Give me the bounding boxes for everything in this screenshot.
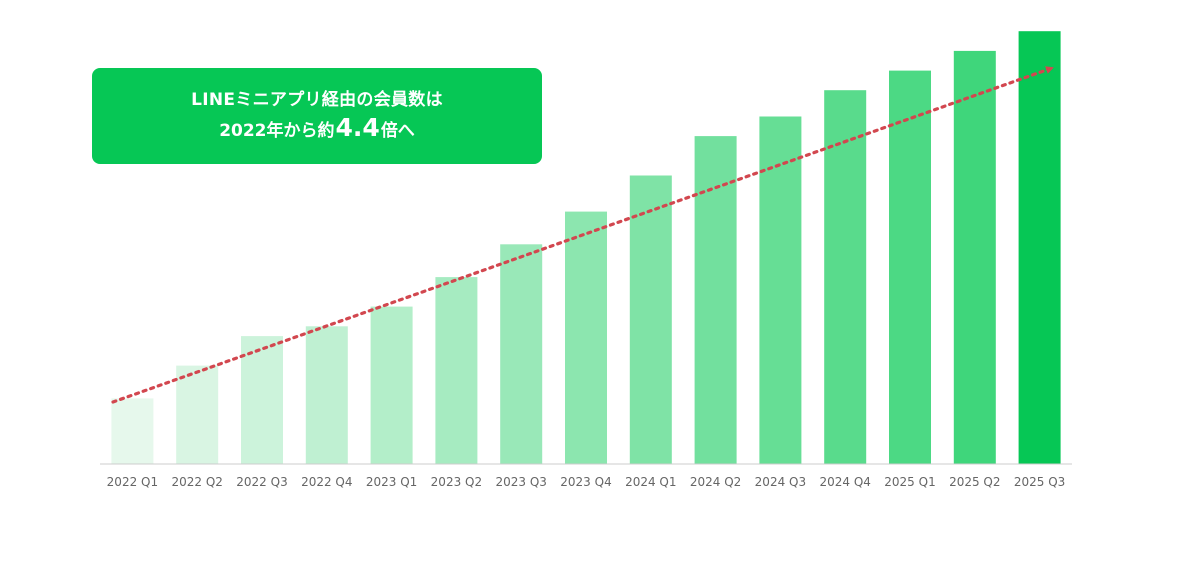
x-tick-label: 2023 Q4	[560, 475, 611, 489]
x-tick-label: 2023 Q2	[431, 475, 482, 489]
bar-2025-q3	[1018, 31, 1061, 464]
bar-2022-q3	[241, 336, 283, 464]
bar-2023-q4	[565, 211, 607, 464]
callout-line2: 2022年から約 4.4 倍へ	[219, 113, 415, 146]
bar-2022-q4	[305, 326, 348, 464]
callout-line2-prefix: 2022年から約	[219, 120, 335, 141]
bar-2022-q2	[176, 365, 219, 464]
bar-2023-q2	[435, 277, 478, 464]
bar-2024-q3	[759, 116, 802, 464]
trend-arrow	[111, 66, 1054, 404]
x-tick-labels: 2022 Q1 2022 Q2 2022 Q3 2022 Q4 2023 Q1 2023 …	[107, 475, 1066, 489]
x-tick-label: 2023 Q3	[495, 475, 546, 489]
bar-2023-q1	[370, 306, 413, 464]
callout-line2-suffix: 倍へ	[380, 120, 415, 141]
x-tick-label: 2025 Q1	[884, 475, 935, 489]
callout-multiplier: 4.4	[335, 112, 380, 142]
bars-group	[111, 31, 1061, 465]
callout-line1: LINEミニアプリ経由の会員数は	[191, 89, 443, 110]
bar-2024-q1	[629, 175, 672, 464]
x-tick-label: 2022 Q3	[236, 475, 287, 489]
x-tick-label: 2022 Q4	[301, 475, 352, 489]
bar-2024-q2	[694, 136, 737, 464]
x-tick-label: 2022 Q1	[107, 475, 158, 489]
bar-2023-q3	[500, 244, 543, 464]
x-tick-label: 2024 Q3	[755, 475, 806, 489]
callout-box: LINEミニアプリ経由の会員数は 2022年から約 4.4 倍へ	[92, 68, 542, 164]
x-tick-label: 2023 Q1	[366, 475, 417, 489]
bar-2022-q1	[111, 398, 154, 464]
x-tick-label: 2024 Q4	[819, 475, 870, 489]
x-tick-label: 2025 Q3	[1014, 475, 1065, 489]
bar-2025-q1	[889, 70, 931, 464]
x-tick-label: 2024 Q2	[690, 475, 741, 489]
x-tick-label: 2024 Q1	[625, 475, 676, 489]
x-tick-label: 2025 Q2	[949, 475, 1000, 489]
x-tick-label: 2022 Q2	[171, 475, 222, 489]
bar-2025-q2	[953, 50, 996, 465]
bar-2024-q4	[824, 90, 867, 464]
